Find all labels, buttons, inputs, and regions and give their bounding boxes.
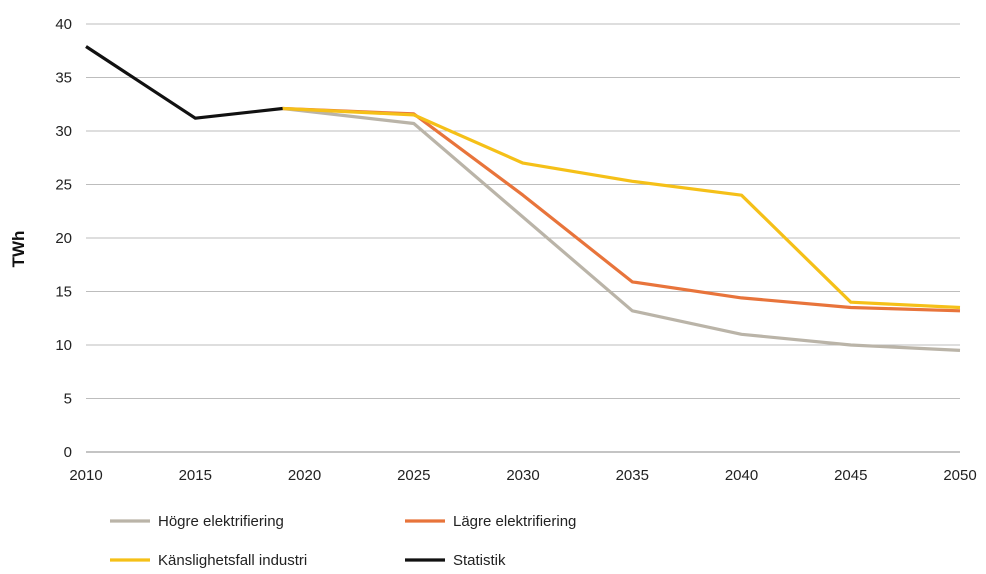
legend-label: Högre elektrifiering (158, 513, 284, 530)
series-line-4 (85, 45, 283, 120)
y-tick-label: 30 (55, 123, 72, 140)
x-tick-label: 2015 (179, 467, 212, 484)
y-tick-label: 0 (64, 444, 72, 461)
x-tick-label: 2030 (506, 467, 539, 484)
series-line-2 (282, 106, 961, 313)
x-axis-ticks: 2010 2015 2020 2025 2030 2035 2040 2045 2050 (69, 467, 976, 484)
legend-label: Statistik (453, 552, 506, 569)
x-tick-label: 2045 (834, 467, 867, 484)
series-lines (85, 45, 961, 352)
x-tick-label: 2025 (397, 467, 430, 484)
y-tick-label: 10 (55, 337, 72, 354)
x-tick-label: 2020 (288, 467, 321, 484)
gridlines (86, 23, 960, 453)
x-tick-label: 2040 (725, 467, 758, 484)
x-tick-label: 2010 (69, 467, 102, 484)
series-line-1 (282, 106, 961, 352)
x-tick-label: 2035 (616, 467, 649, 484)
y-tick-label: 25 (55, 177, 72, 194)
y-tick-label: 15 (55, 284, 72, 301)
legend: Högre elektrifiering Lägre elektrifiering… (110, 513, 576, 569)
series-line-3 (282, 106, 961, 310)
y-tick-label: 20 (55, 230, 72, 247)
legend-label: Känslighetsfall industri (158, 552, 307, 569)
x-tick-label: 2050 (943, 467, 976, 484)
y-tick-label: 35 (55, 70, 72, 87)
y-axis-label: TWh (9, 231, 28, 268)
y-tick-label: 40 (55, 16, 72, 33)
y-axis-ticks: 0 5 10 15 20 25 30 35 40 (55, 16, 72, 461)
legend-label: Lägre elektrifiering (453, 513, 576, 530)
y-tick-label: 5 (64, 391, 72, 408)
